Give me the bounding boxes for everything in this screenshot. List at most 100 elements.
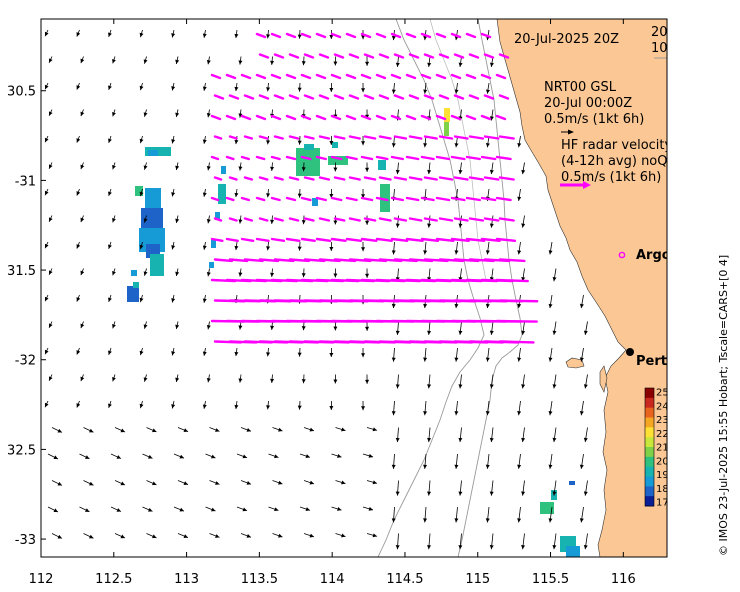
model-vector-head (108, 191, 112, 196)
colorbar-tick-label: 22 (656, 429, 669, 440)
radar-vector (363, 94, 375, 100)
model-vector-head (44, 296, 49, 302)
model-vector-head (337, 507, 342, 511)
model-vector-head (266, 140, 271, 145)
model-vector-head (454, 303, 459, 309)
radar-vector (213, 94, 225, 100)
radar-vector (483, 53, 495, 59)
model-vector-head (143, 218, 148, 223)
radar-vector (408, 53, 420, 59)
radar-label-line2: (4-12h avg) noQC (561, 154, 677, 169)
model-vector-head (427, 169, 432, 175)
model-vector-head (85, 508, 90, 512)
radar-vector (255, 73, 267, 80)
model-vector-head (521, 277, 526, 282)
model-vector-head (309, 427, 314, 432)
model-vector-head (76, 138, 81, 143)
model-vector-head (301, 167, 306, 172)
isobath-extra (429, 19, 487, 281)
colorbar-segment (645, 466, 654, 477)
model-vector-head (583, 437, 588, 443)
model-vector-head (44, 137, 49, 143)
radar-vector (333, 176, 346, 181)
radar-vector (480, 32, 492, 39)
model-vector-head (143, 324, 148, 329)
radar-vector (345, 73, 357, 80)
colorbar-segment (645, 407, 654, 418)
model-vector-head (301, 326, 306, 331)
model-vector-head (548, 250, 553, 255)
model-vector-head (234, 33, 239, 39)
radar-vector (378, 217, 392, 222)
model-vector-head (175, 324, 180, 330)
model-vector-head (44, 243, 49, 249)
model-vector-head (270, 378, 275, 383)
model-vector-head (171, 351, 176, 356)
model-vector-head (329, 246, 334, 251)
radar-vector (423, 94, 435, 100)
model-vector-head (238, 272, 243, 277)
colorbar-tick-label: 20 (656, 456, 669, 467)
model-vector-head (305, 507, 310, 511)
radar-vector (258, 94, 270, 100)
radar-vector (453, 135, 469, 140)
radar-vector (360, 196, 374, 202)
model-vector-head (521, 330, 526, 335)
model-vector-head (171, 298, 176, 303)
model-vector-head (238, 325, 243, 330)
model-vector-head (552, 545, 557, 550)
radar-vector (468, 217, 485, 222)
model-vector-head (427, 491, 432, 496)
model-vector-head (120, 534, 125, 539)
model-vector-head (548, 464, 553, 469)
radar-vector (375, 32, 387, 39)
model-vector-head (423, 303, 428, 309)
model-vector-head (48, 217, 53, 222)
radar-vector (363, 176, 377, 181)
model-vector-head (238, 219, 243, 224)
model-vector-head (48, 376, 53, 381)
radar-vector (363, 53, 375, 59)
model-vector-head (517, 464, 522, 469)
model-vector-head (297, 193, 302, 198)
radar-vector (300, 196, 312, 202)
model-vector-head (458, 437, 463, 443)
model-vector-head (206, 60, 211, 65)
colorbar-tick-label: 21 (656, 443, 669, 454)
colorbar-segment (645, 476, 654, 487)
model-vector-head (341, 533, 346, 538)
radar-vector (390, 114, 402, 121)
model-vector-head (238, 166, 243, 171)
radar-vector (288, 176, 300, 181)
model-vector-head (120, 481, 125, 486)
model-vector-head (139, 191, 144, 197)
model-vector-head (427, 223, 432, 228)
model-vector-head (57, 428, 62, 433)
model-vector-head (57, 481, 62, 486)
model-vector-head (454, 464, 459, 469)
model-vector-head (329, 140, 334, 145)
radar-vector (483, 176, 500, 181)
model-vector-head (309, 480, 314, 485)
model-vector-head (341, 427, 346, 432)
model-vector-head (139, 138, 144, 144)
model-vector-head (372, 480, 377, 485)
radar-vector (228, 258, 249, 263)
radar-vector (378, 94, 390, 100)
model-vector-head (183, 428, 188, 432)
model-vector-head (391, 518, 396, 523)
model-vector-head (458, 62, 463, 67)
radar-vector (255, 155, 266, 161)
model-vector-head (489, 437, 494, 443)
model-vector-head (548, 411, 553, 416)
radar-vector (375, 237, 393, 242)
model-vector-head (517, 196, 522, 201)
model-vector-head (85, 455, 90, 459)
model-vector-head (395, 169, 400, 175)
perth-marker (626, 348, 634, 356)
x-tick-label: 113 (174, 572, 199, 587)
model-vector-head (143, 112, 148, 117)
model-vector-head (44, 84, 49, 90)
radar-vector (333, 217, 346, 222)
model-vector-head (583, 330, 588, 335)
